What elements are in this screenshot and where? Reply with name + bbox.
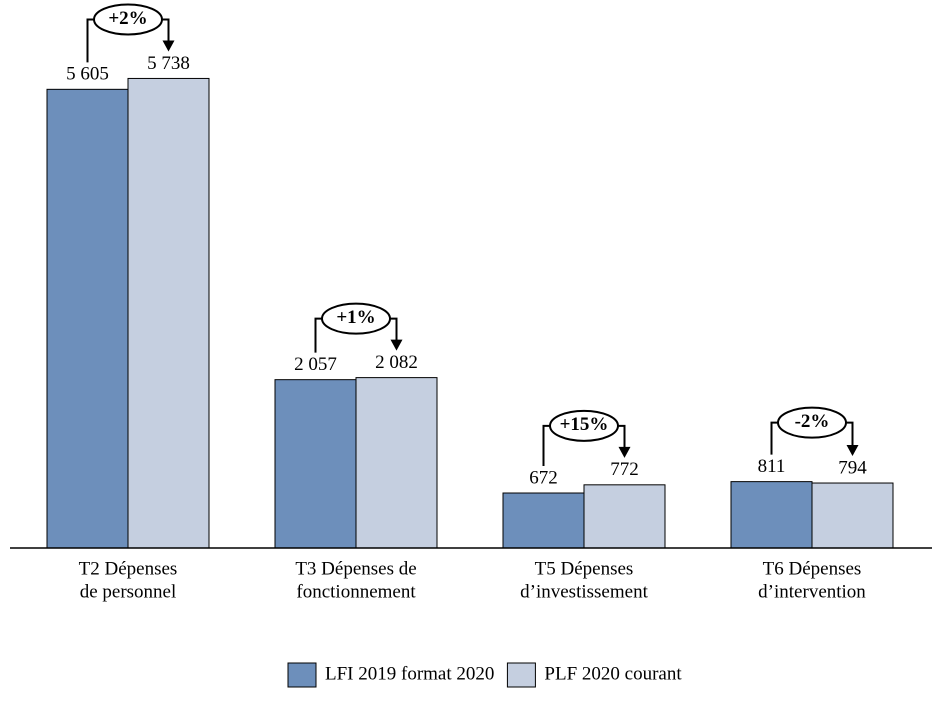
value-label: 672 [529, 467, 558, 488]
value-label: 5 738 [147, 53, 190, 74]
x-tick-label: T3 Dépenses de [295, 558, 416, 579]
x-tick-label: d’intervention [758, 581, 866, 602]
value-label: 772 [610, 459, 639, 480]
legend-label: LFI 2019 format 2020 [325, 663, 494, 684]
x-tick-label: T6 Dépenses [763, 558, 862, 579]
annotation-arrow [618, 446, 631, 458]
legend-label: PLF 2020 courant [544, 663, 682, 684]
value-label: 5 605 [66, 64, 109, 85]
legend-swatch [287, 662, 317, 688]
annotation: +1% [336, 307, 375, 328]
bar [811, 482, 894, 549]
value-label: 794 [838, 457, 867, 478]
annotation-bubble [93, 3, 163, 36]
value-label: 2 057 [294, 354, 337, 375]
x-tick-label: de personnel [80, 581, 177, 602]
annotation: +15% [560, 414, 609, 435]
annotation-arrow [390, 339, 403, 351]
legend-swatch [506, 662, 536, 688]
bar [583, 484, 666, 549]
bar [274, 379, 357, 549]
bar [127, 77, 210, 549]
value-label: 2 082 [375, 352, 418, 373]
annotation-arrow [162, 40, 175, 52]
value-label: 811 [758, 456, 786, 477]
annotation-bubble [777, 406, 847, 439]
bar [730, 481, 813, 549]
x-tick-label: T2 Dépenses [79, 558, 178, 579]
annotation-bubble [549, 409, 619, 442]
annotation-arrow [846, 445, 859, 457]
annotation-bubble [321, 302, 391, 335]
bar [46, 88, 129, 549]
x-tick-label: T5 Dépenses [535, 558, 634, 579]
x-tick-label: d’investissement [520, 581, 648, 602]
annotation: +2% [108, 8, 147, 29]
x-tick-label: fonctionnement [296, 581, 416, 602]
bar [355, 377, 438, 549]
annotation: -2% [795, 411, 830, 432]
bar [502, 492, 585, 549]
